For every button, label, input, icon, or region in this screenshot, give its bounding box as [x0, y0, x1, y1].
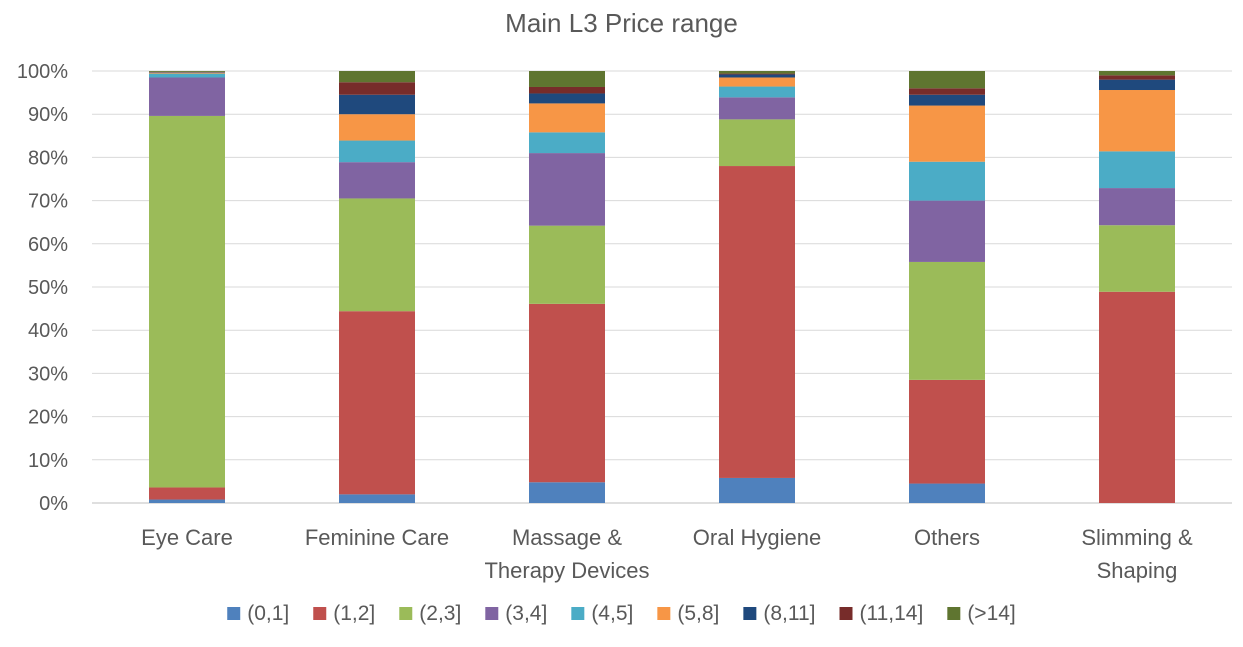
legend-swatch — [313, 607, 327, 620]
bar-segment — [719, 477, 795, 503]
bar-segment — [909, 161, 985, 201]
bar-segment — [719, 73, 795, 75]
bar-segment — [719, 71, 795, 74]
bar-segment — [719, 74, 795, 78]
bar-segment — [529, 303, 605, 483]
bar-segment — [339, 94, 415, 115]
bar-segment — [719, 166, 795, 478]
bar-segment — [149, 115, 225, 488]
bar-segment — [339, 82, 415, 95]
x-tick-label: Therapy Devices — [484, 558, 649, 583]
bar-segment — [529, 86, 605, 94]
y-tick-label: 100% — [17, 61, 68, 83]
bar-segment — [909, 88, 985, 95]
y-tick-label: 30% — [28, 363, 68, 385]
chart-title: Main L3 Price range — [505, 8, 738, 38]
legend-swatch — [657, 607, 671, 620]
bar-segment — [339, 494, 415, 503]
legend-label: (0,1] — [247, 602, 289, 625]
legend-label: (3,4] — [505, 602, 547, 625]
legend-swatch — [571, 607, 585, 620]
bar-segment — [149, 77, 225, 116]
bar-segment — [1099, 75, 1175, 80]
y-tick-label: 50% — [28, 277, 68, 299]
y-tick-label: 10% — [28, 450, 68, 472]
bar-segment — [149, 73, 225, 78]
x-tick-label: Shaping — [1097, 558, 1178, 583]
bar-segment — [909, 105, 985, 162]
bar-segment — [1099, 291, 1175, 503]
y-tick-label: 90% — [28, 104, 68, 126]
x-tick-label: Others — [914, 525, 980, 550]
bar-segment — [909, 379, 985, 484]
bar-segment — [719, 97, 795, 120]
bar-segment — [719, 77, 795, 87]
legend-label: (8,11] — [763, 602, 815, 625]
legend-swatch — [485, 607, 499, 620]
bar-segment — [1099, 188, 1175, 226]
bar-segment — [529, 225, 605, 304]
x-tick-label: Massage & — [512, 525, 622, 550]
x-tick-label: Oral Hygiene — [693, 525, 821, 550]
y-tick-label: 40% — [28, 320, 68, 342]
bar-segment — [1099, 79, 1175, 91]
legend-swatch — [839, 607, 853, 620]
x-tick-label: Feminine Care — [305, 525, 449, 550]
bar-segment — [529, 132, 605, 154]
bar-segment — [339, 71, 415, 83]
y-tick-label: 70% — [28, 191, 68, 213]
legend-label: (2,3] — [419, 602, 461, 625]
legend-swatch — [399, 607, 413, 620]
bar-segment — [529, 71, 605, 87]
bar-segment — [909, 483, 985, 503]
x-tick-label: Eye Care — [141, 525, 233, 550]
x-tick-label: Slimming & — [1081, 525, 1193, 550]
legend-label: (>14] — [967, 602, 1015, 625]
bar-segment — [909, 71, 985, 89]
legend-swatch — [227, 607, 241, 620]
bar-segment — [339, 311, 415, 495]
bar-segment — [529, 153, 605, 226]
bar-segment — [149, 72, 225, 74]
bar-segment — [719, 119, 795, 167]
bar-segment — [1099, 151, 1175, 189]
legend-label: (5,8] — [677, 602, 719, 625]
bar-segment — [1099, 225, 1175, 292]
legend-label: (4,5] — [591, 602, 633, 625]
bar-segment — [339, 114, 415, 141]
bar-segment — [529, 103, 605, 133]
bar-segment — [909, 94, 985, 106]
bar-segment — [1099, 71, 1175, 76]
y-tick-label: 60% — [28, 234, 68, 256]
bar-segment — [339, 198, 415, 312]
legend-label: (11,14] — [859, 602, 923, 625]
bar-segment — [149, 71, 225, 72]
legend-label: (1,2] — [333, 602, 375, 625]
legend-swatch — [743, 607, 757, 620]
bar-segment — [149, 499, 225, 503]
bar-segment — [149, 487, 225, 500]
bar-segment — [1099, 90, 1175, 152]
bar-segment — [529, 93, 605, 104]
legend-swatch — [947, 607, 961, 620]
bar-segment — [339, 140, 415, 163]
bar-segment — [719, 86, 795, 98]
y-tick-label: 0% — [39, 493, 68, 515]
bar-segment — [909, 200, 985, 262]
bar-segment — [909, 261, 985, 380]
y-tick-label: 80% — [28, 147, 68, 169]
bar-segment — [529, 482, 605, 503]
bar-segment — [339, 162, 415, 199]
y-tick-label: 20% — [28, 407, 68, 429]
